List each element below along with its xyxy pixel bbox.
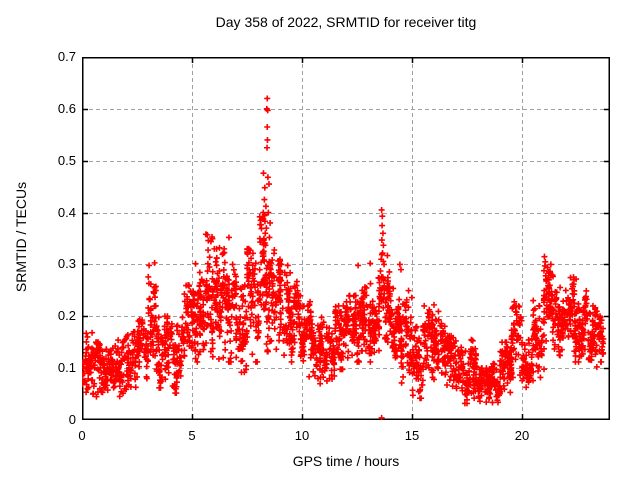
x-tick-label: 20: [514, 428, 530, 443]
y-axis-label: SRMTID / TECUs: [13, 181, 29, 293]
y-tick-label: 0.5: [57, 152, 76, 168]
x-tick-label: 15: [404, 428, 420, 443]
x-axis-label: GPS time / hours: [292, 453, 400, 469]
scatter-plot-canvas: [82, 57, 610, 420]
x-tick-label: 10: [294, 428, 310, 443]
y-tick-label: 0.1: [57, 360, 76, 376]
x-tick-label: 5: [188, 428, 196, 443]
y-tick-label: 0: [68, 412, 76, 427]
y-tick-label: 0.3: [57, 256, 76, 272]
chart-title: Day 358 of 2022, SRMTID for receiver tit…: [215, 14, 477, 30]
y-tick-label: 0.7: [57, 49, 76, 64]
y-tick-label: 0.2: [57, 308, 76, 324]
y-tick-label: 0.6: [57, 100, 76, 116]
x-tick-label: 0: [78, 428, 86, 443]
y-tick-label: 0.4: [57, 204, 76, 220]
